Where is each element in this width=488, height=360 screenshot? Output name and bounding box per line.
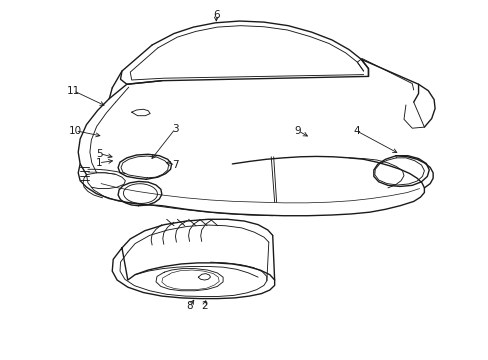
Text: 3: 3 bbox=[172, 123, 179, 134]
Text: 8: 8 bbox=[186, 301, 193, 311]
Text: 4: 4 bbox=[352, 126, 359, 136]
Text: 9: 9 bbox=[294, 126, 301, 136]
Text: 5: 5 bbox=[96, 149, 102, 158]
Text: 2: 2 bbox=[201, 301, 207, 311]
Text: 10: 10 bbox=[69, 126, 81, 136]
Text: 6: 6 bbox=[213, 10, 219, 20]
Text: 7: 7 bbox=[172, 160, 179, 170]
Text: 11: 11 bbox=[66, 86, 80, 96]
Text: 1: 1 bbox=[95, 158, 102, 168]
